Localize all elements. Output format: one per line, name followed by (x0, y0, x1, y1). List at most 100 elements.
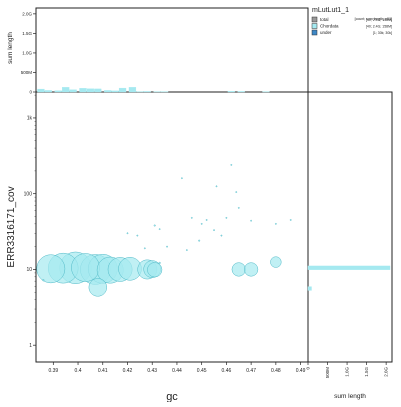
y-tick-label: 10 (26, 267, 32, 273)
top-tick-label: 1.5G (22, 31, 32, 36)
top-tick-label: 0 (29, 90, 32, 95)
top-histogram-bar (112, 91, 119, 92)
right-tick-label: 500M (325, 367, 330, 379)
data-point (198, 240, 199, 241)
right-panel-x-label: sum length (334, 393, 366, 400)
data-point (43, 279, 45, 281)
top-histogram-bar (87, 89, 94, 92)
top-histogram-bar (129, 87, 136, 92)
x-tick-label: 0.4 (75, 368, 82, 374)
top-histogram-bar (119, 88, 126, 92)
x-tick-label: 0.44 (172, 368, 182, 374)
top-histogram-bar (37, 89, 44, 92)
data-point (270, 257, 281, 268)
x-axis-label: gc (166, 391, 178, 402)
right-histogram-bar (308, 266, 390, 270)
scatter-blobs (37, 164, 292, 296)
data-point (290, 219, 291, 220)
top-tick-label: 1.0G (22, 51, 32, 56)
data-point (181, 178, 182, 179)
y-tick-label: 1k (27, 116, 33, 122)
x-tick-label: 0.39 (48, 368, 58, 374)
data-point (186, 249, 187, 250)
data-point (213, 230, 214, 231)
top-histogram-bar (45, 90, 52, 92)
top-histogram-bar (70, 90, 77, 92)
top-histogram-bar (94, 89, 101, 92)
data-point (244, 263, 258, 277)
data-point (147, 263, 162, 278)
right-tick-label: 0 (306, 367, 311, 370)
top-tick-label: 500M (21, 70, 33, 75)
legend-item-stats: [40; 2.4G; 158M] (366, 18, 392, 22)
x-tick-label: 0.47 (246, 368, 256, 374)
top-histogram-bar (238, 91, 245, 92)
data-point (236, 191, 237, 192)
legend-items: total [40; 2.4G; 158M] Chordata [40; 2.4G; … (312, 17, 392, 35)
y-tick-label: 1 (29, 343, 32, 349)
top-histogram-bar (144, 91, 151, 92)
data-point (127, 233, 128, 234)
x-axis-ticks: 0.39 0.4 0.41 0.42 0.43 0.44 0.45 0.46 0.47 0.48 0… (48, 362, 305, 374)
data-point (159, 229, 160, 230)
data-point (206, 219, 207, 220)
right-panel-x-ticks: 0 500M 1.0G 1.5G 2.0G (306, 362, 389, 378)
y-axis-label: ERR3316171_cov (6, 186, 17, 267)
data-point (154, 225, 155, 226)
right-panel-frame (308, 92, 392, 362)
y-tick-label: 100 (24, 191, 33, 197)
right-tick-label: 1.0G (345, 367, 350, 377)
legend: mLutLut1_1 [count; sum length; n50] tota… (312, 7, 392, 35)
x-tick-label: 0.48 (271, 368, 281, 374)
data-point (89, 278, 107, 296)
data-point (238, 207, 239, 208)
data-point (231, 164, 232, 165)
top-tick-label: 2.0G (22, 11, 32, 16)
top-histogram-bar (55, 91, 62, 92)
data-point (37, 255, 65, 283)
top-panel-y-label: sum length (7, 32, 14, 64)
x-tick-label: 0.46 (222, 368, 232, 374)
top-histogram-bar (80, 88, 87, 92)
legend-title: mLutLut1_1 (312, 7, 349, 14)
top-histogram-bar (104, 90, 111, 92)
y-axis-ticks: 1 10 100 1k (24, 95, 36, 349)
data-point (144, 248, 145, 249)
main-panel-frame (36, 92, 308, 362)
data-point (159, 262, 161, 264)
x-tick-label: 0.41 (98, 368, 108, 374)
legend-item-label: Chordata (320, 24, 339, 29)
right-histogram (308, 266, 390, 291)
data-point (191, 217, 192, 218)
legend-swatch (312, 24, 317, 29)
data-point (232, 263, 246, 277)
data-point (226, 217, 227, 218)
data-point (201, 223, 202, 224)
data-point (71, 253, 99, 281)
data-point (221, 235, 222, 236)
right-tick-label: 2.0G (384, 367, 389, 377)
top-histogram-bar (62, 87, 69, 92)
legend-item-stats: [40; 2.4G; 158M] (366, 25, 392, 29)
data-point (216, 186, 217, 187)
top-panel-frame (36, 8, 308, 92)
x-tick-label: 0.45 (197, 368, 207, 374)
top-histogram (37, 87, 269, 92)
data-point (275, 223, 276, 224)
legend-item-stats: [1; 30k; 30k] (373, 31, 392, 35)
data-point (137, 235, 138, 236)
data-point (250, 220, 251, 221)
legend-item-label: under (320, 30, 332, 35)
x-tick-label: 0.42 (123, 368, 133, 374)
top-histogram-bar (228, 91, 235, 92)
x-tick-label: 0.49 (296, 368, 306, 374)
legend-swatch (312, 30, 317, 35)
right-tick-label: 1.5G (364, 367, 369, 377)
data-point (166, 246, 167, 247)
top-panel-y-ticks: 0 500M 1.0G 1.5G 2.0G (21, 11, 36, 94)
legend-swatch (312, 17, 317, 22)
x-tick-label: 0.43 (147, 368, 157, 374)
legend-item-label: total (320, 17, 329, 22)
